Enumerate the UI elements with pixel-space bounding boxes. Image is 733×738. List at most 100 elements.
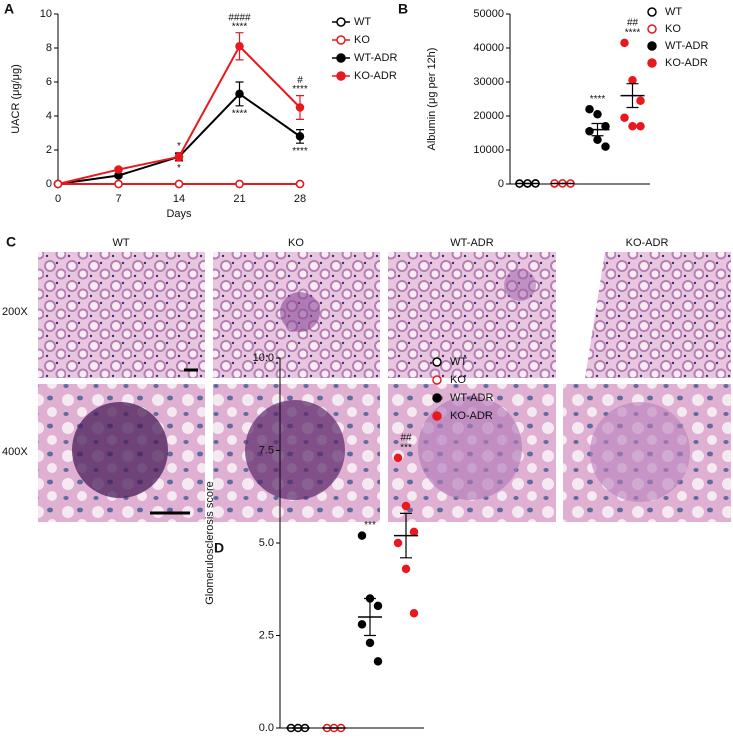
micrograph bbox=[388, 252, 556, 378]
significance-label: **** bbox=[292, 146, 308, 157]
y-axis-label: Glomerulosclerosis score bbox=[204, 481, 216, 604]
data-point bbox=[403, 565, 410, 572]
significance-label: **** bbox=[232, 108, 248, 119]
y-tick-label: 0 bbox=[46, 178, 52, 190]
y-tick-label: 5.0 bbox=[259, 537, 274, 549]
data-point bbox=[297, 133, 304, 140]
glomerulus bbox=[280, 292, 320, 332]
y-tick-label: 2 bbox=[46, 144, 52, 156]
glomerulus bbox=[504, 269, 536, 301]
significance-label: **** bbox=[232, 21, 248, 32]
data-point bbox=[375, 658, 382, 665]
data-point bbox=[411, 610, 418, 617]
x-tick-label: 28 bbox=[294, 193, 306, 205]
legend-marker bbox=[433, 412, 441, 420]
y-axis-label: Albumin (μg per 12h) bbox=[426, 48, 438, 151]
glomerulus bbox=[590, 402, 690, 502]
significance-label: *** bbox=[400, 443, 412, 454]
data-point bbox=[297, 181, 304, 188]
x-axis-label: Days bbox=[166, 208, 192, 220]
legend-label: WT bbox=[665, 6, 682, 18]
legend-marker bbox=[337, 72, 345, 80]
data-point bbox=[594, 136, 601, 143]
y-tick-label: 0 bbox=[498, 178, 504, 190]
data-point bbox=[236, 43, 243, 50]
data-point bbox=[297, 104, 304, 111]
y-tick-label: 50000 bbox=[473, 8, 504, 20]
column-title: WT bbox=[112, 237, 129, 249]
legend-label: KO bbox=[450, 374, 466, 386]
panel-label: B bbox=[398, 1, 408, 17]
glomerulus bbox=[72, 402, 168, 498]
legend-marker bbox=[337, 18, 345, 26]
significance-label: **** bbox=[625, 28, 641, 39]
legend-marker bbox=[337, 36, 345, 44]
data-point bbox=[55, 181, 62, 188]
data-point bbox=[637, 97, 644, 104]
legend-label: WT-ADR bbox=[450, 392, 493, 404]
data-point bbox=[359, 532, 366, 539]
legend-marker bbox=[337, 54, 345, 62]
y-tick-label: 2.5 bbox=[259, 629, 274, 641]
legend-label: WT bbox=[354, 16, 371, 28]
data-point bbox=[586, 106, 593, 113]
legend-label: WT-ADR bbox=[665, 40, 708, 52]
data-point bbox=[395, 454, 402, 461]
data-point bbox=[395, 540, 402, 547]
legend-marker bbox=[433, 376, 441, 384]
data-point bbox=[621, 114, 628, 121]
data-point bbox=[629, 77, 636, 84]
x-tick-label: 0 bbox=[55, 193, 61, 205]
column-title: KO-ADR bbox=[626, 237, 669, 249]
y-tick-label: 6 bbox=[46, 76, 52, 88]
data-point bbox=[359, 621, 366, 628]
y-tick-label: 10000 bbox=[473, 144, 504, 156]
data-point bbox=[403, 503, 410, 510]
y-tick-label: 30000 bbox=[473, 76, 504, 88]
y-tick-label: 10 bbox=[40, 8, 52, 20]
y-tick-label: 20000 bbox=[473, 110, 504, 122]
data-point bbox=[602, 143, 609, 150]
y-tick-label: 10.0 bbox=[253, 352, 274, 364]
data-point bbox=[637, 123, 644, 130]
data-point bbox=[411, 528, 418, 535]
y-tick-label: 7.5 bbox=[259, 444, 274, 456]
y-tick-label: 40000 bbox=[473, 42, 504, 54]
y-tick-label: 8 bbox=[46, 42, 52, 54]
x-tick-label: 21 bbox=[233, 193, 245, 205]
data-point bbox=[176, 181, 183, 188]
significance-label: * bbox=[177, 163, 181, 174]
y-tick-label: 0.0 bbox=[259, 722, 274, 733]
significance-label: * bbox=[177, 141, 181, 152]
legend-marker bbox=[648, 42, 656, 50]
significance-label: **** bbox=[292, 84, 308, 95]
legend-label: KO bbox=[665, 23, 681, 35]
row-label: 400X bbox=[2, 446, 28, 458]
legend-marker bbox=[433, 358, 441, 366]
histology-panel: C WT KO WT-ADR KO-ADR 200X 400X bbox=[2, 234, 731, 522]
column-title: WT-ADR bbox=[450, 237, 493, 249]
legend-label: WT-ADR bbox=[354, 52, 397, 64]
legend-marker bbox=[648, 59, 656, 67]
column-title: KO bbox=[288, 237, 304, 249]
data-point bbox=[629, 123, 636, 130]
x-tick-label: 14 bbox=[173, 193, 185, 205]
y-axis-label: UACR (μg/μg) bbox=[10, 64, 22, 134]
legend-marker bbox=[648, 8, 656, 16]
y-tick-label: 4 bbox=[46, 110, 52, 122]
significance-label: **** bbox=[590, 94, 606, 105]
legend-label: KO-ADR bbox=[450, 410, 493, 422]
panel-label: C bbox=[6, 234, 16, 250]
data-point bbox=[115, 166, 122, 173]
data-point bbox=[115, 181, 122, 188]
data-point bbox=[236, 181, 243, 188]
legend-marker bbox=[433, 394, 441, 402]
legend-label: WT bbox=[450, 356, 467, 368]
data-point bbox=[176, 153, 183, 160]
significance-label: *** bbox=[364, 520, 376, 531]
row-label: 200X bbox=[2, 306, 28, 318]
data-point bbox=[594, 111, 601, 118]
legend-label: KO bbox=[354, 34, 370, 46]
micrograph bbox=[38, 252, 205, 378]
